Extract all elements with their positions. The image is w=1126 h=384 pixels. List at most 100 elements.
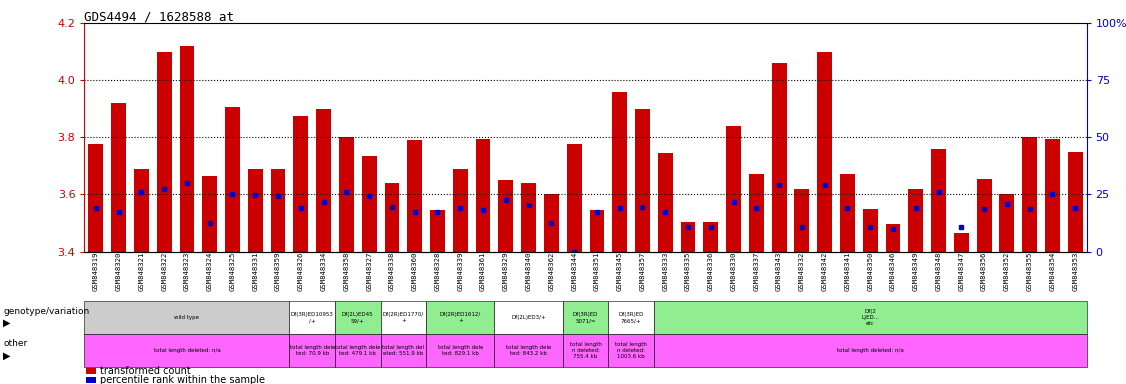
Text: GSM848346: GSM848346 xyxy=(890,252,896,291)
Text: total length deleted: n/a: total length deleted: n/a xyxy=(837,348,904,353)
Text: GSM848344: GSM848344 xyxy=(571,252,578,291)
Text: GSM848336: GSM848336 xyxy=(708,252,714,291)
Text: Df(2L)ED3/+: Df(2L)ED3/+ xyxy=(511,315,546,320)
Text: GSM848358: GSM848358 xyxy=(343,252,349,291)
Bar xyxy=(795,189,810,252)
Bar xyxy=(408,140,422,252)
Text: Df(3R)ED
5071/=: Df(3R)ED 5071/= xyxy=(573,312,598,323)
Text: GSM848319: GSM848319 xyxy=(92,252,99,291)
Text: transformed count: transformed count xyxy=(100,366,191,376)
Bar xyxy=(336,301,381,334)
Bar xyxy=(544,194,558,252)
Text: GSM848352: GSM848352 xyxy=(1004,252,1010,291)
Text: Df(2R)ED1770/
+: Df(2R)ED1770/ + xyxy=(383,312,423,323)
Bar xyxy=(134,169,149,252)
Text: GSM848355: GSM848355 xyxy=(1027,252,1033,291)
Text: total length dele
ted: 829.1 kb: total length dele ted: 829.1 kb xyxy=(438,345,483,356)
Text: GSM848326: GSM848326 xyxy=(297,252,304,291)
Bar xyxy=(608,334,654,367)
Bar xyxy=(225,107,240,252)
Bar xyxy=(453,169,467,252)
Text: Df(2
L)ED...
etc: Df(2 L)ED... etc xyxy=(861,310,879,326)
Bar xyxy=(381,301,426,334)
Bar xyxy=(157,51,171,252)
Text: GSM848320: GSM848320 xyxy=(116,252,122,291)
Bar xyxy=(381,334,426,367)
Text: GSM848354: GSM848354 xyxy=(1049,252,1055,291)
Text: ▶: ▶ xyxy=(3,350,11,360)
Bar xyxy=(613,91,627,252)
Text: GSM848361: GSM848361 xyxy=(480,252,486,291)
Bar xyxy=(1045,139,1060,252)
Text: GSM848343: GSM848343 xyxy=(776,252,783,291)
Bar xyxy=(590,210,605,252)
Text: Df(3R)ED
7665/+: Df(3R)ED 7665/+ xyxy=(618,312,644,323)
Bar xyxy=(494,334,563,367)
Bar xyxy=(111,103,126,252)
Bar xyxy=(840,174,855,252)
Bar xyxy=(289,301,336,334)
Bar xyxy=(654,301,1087,334)
Text: GSM848338: GSM848338 xyxy=(388,252,395,291)
Text: GSM848321: GSM848321 xyxy=(138,252,144,291)
Bar xyxy=(863,209,877,252)
Text: Df(2L)ED45
59/+: Df(2L)ED45 59/+ xyxy=(342,312,374,323)
Bar xyxy=(361,156,376,252)
Text: percentile rank within the sample: percentile rank within the sample xyxy=(100,375,266,384)
Bar xyxy=(86,368,96,374)
Text: total length dele
ted: 843.2 kb: total length dele ted: 843.2 kb xyxy=(506,345,552,356)
Text: total length deleted: n/a: total length deleted: n/a xyxy=(153,348,221,353)
Text: GSM848339: GSM848339 xyxy=(457,252,463,291)
Text: GSM848359: GSM848359 xyxy=(275,252,282,291)
Bar xyxy=(270,169,286,252)
Text: GSM848362: GSM848362 xyxy=(548,252,554,291)
Text: total length dele
ted: 479.1 kb: total length dele ted: 479.1 kb xyxy=(336,345,381,356)
Text: GSM848360: GSM848360 xyxy=(412,252,418,291)
Text: GSM848351: GSM848351 xyxy=(593,252,600,291)
Bar xyxy=(563,301,608,334)
Bar xyxy=(84,301,289,334)
Text: GSM848328: GSM848328 xyxy=(435,252,440,291)
Text: GDS4494 / 1628588_at: GDS4494 / 1628588_at xyxy=(84,10,234,23)
Text: GSM848356: GSM848356 xyxy=(981,252,988,291)
Bar xyxy=(1067,152,1082,252)
Bar xyxy=(726,126,741,252)
Text: wild type: wild type xyxy=(175,315,199,320)
Bar xyxy=(635,109,650,252)
Text: GSM848347: GSM848347 xyxy=(958,252,964,291)
Bar xyxy=(771,63,787,252)
Text: GSM848334: GSM848334 xyxy=(321,252,327,291)
Bar xyxy=(680,222,696,252)
Bar xyxy=(203,176,217,252)
Bar xyxy=(1000,194,1015,252)
Bar xyxy=(475,139,491,252)
Text: GSM848335: GSM848335 xyxy=(685,252,691,291)
Bar xyxy=(654,334,1087,367)
Bar xyxy=(316,109,331,252)
Bar xyxy=(494,301,563,334)
Text: GSM848323: GSM848323 xyxy=(184,252,190,291)
Text: GSM848332: GSM848332 xyxy=(798,252,805,291)
Bar xyxy=(86,377,96,383)
Bar xyxy=(89,144,104,252)
Bar xyxy=(563,334,608,367)
Bar xyxy=(608,301,654,334)
Text: GSM848349: GSM848349 xyxy=(913,252,919,291)
Bar xyxy=(499,180,513,252)
Text: GSM848333: GSM848333 xyxy=(662,252,668,291)
Bar xyxy=(430,210,445,252)
Bar xyxy=(566,144,581,252)
Bar xyxy=(885,224,901,252)
Bar xyxy=(384,183,400,252)
Text: Df(3R)ED10953
/+: Df(3R)ED10953 /+ xyxy=(291,312,333,323)
Bar xyxy=(289,334,336,367)
Bar xyxy=(749,174,763,252)
Bar xyxy=(1022,137,1037,252)
Text: GSM848324: GSM848324 xyxy=(207,252,213,291)
Text: GSM848350: GSM848350 xyxy=(867,252,874,291)
Bar xyxy=(931,149,946,252)
Bar xyxy=(248,169,262,252)
Text: GSM848325: GSM848325 xyxy=(230,252,235,291)
Text: GSM848330: GSM848330 xyxy=(731,252,736,291)
Text: total length
n deleted:
1003.6 kb: total length n deleted: 1003.6 kb xyxy=(615,342,647,359)
